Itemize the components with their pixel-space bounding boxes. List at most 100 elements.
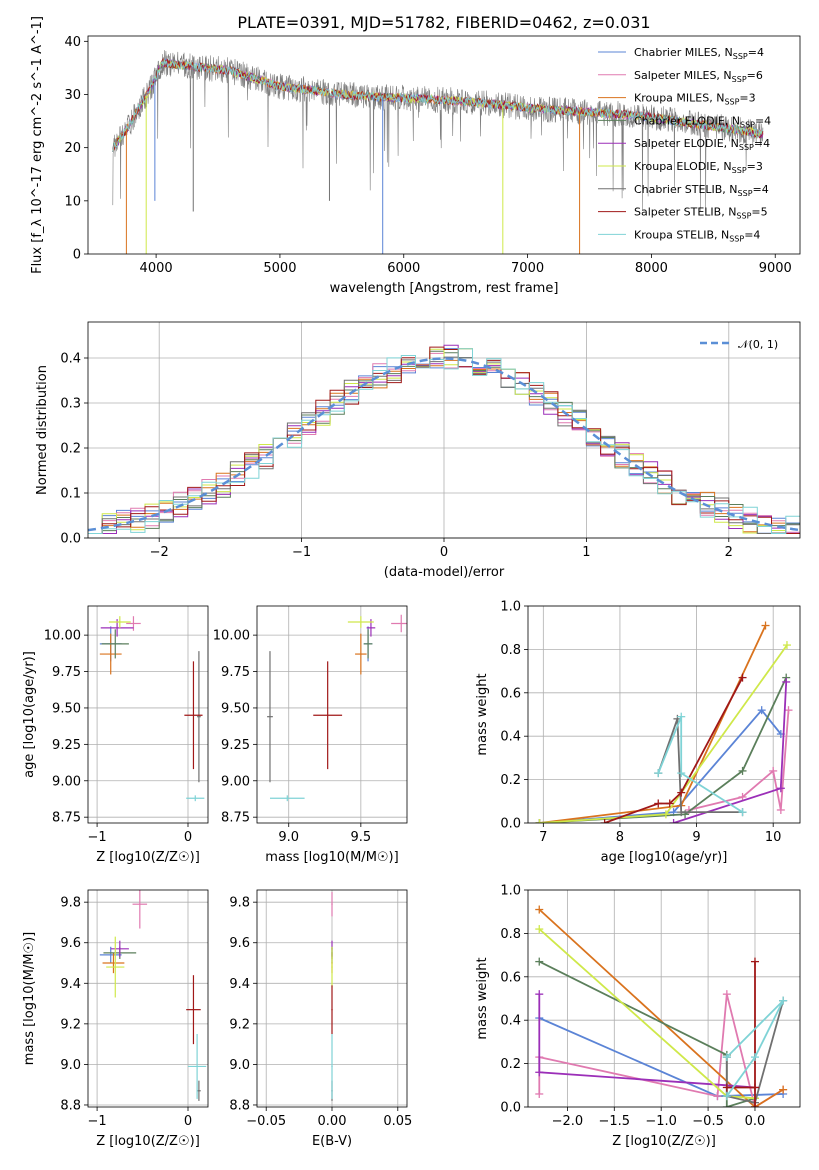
y-tick-label: 0.6 bbox=[500, 970, 521, 985]
y-tick-label: 9.4 bbox=[229, 977, 250, 992]
y-tick-label: 0.4 bbox=[60, 352, 81, 367]
x-tick-label: 5000 bbox=[263, 261, 296, 276]
x-axis-label: age [log10(age/yr)] bbox=[601, 850, 728, 865]
y-tick-label: 9.8 bbox=[60, 896, 81, 911]
y-tick-label: 1.0 bbox=[500, 600, 521, 615]
y-tick-label: 0.2 bbox=[500, 1057, 521, 1072]
normal-curve bbox=[88, 357, 800, 532]
x-tick-label: 0.00 bbox=[318, 1114, 347, 1129]
y-axis-label: age [log10(age/yr)] bbox=[22, 651, 37, 778]
y-tick-label: 30 bbox=[64, 88, 81, 103]
plot-area-age-vs-Z bbox=[99, 616, 205, 802]
y-tick-label: 0.0 bbox=[500, 817, 521, 832]
y-tick-label: 0.2 bbox=[60, 442, 81, 457]
axes-spectrum: 4000 5000 6000 7000 8000 9000 0 10 20 30 40 wavelen… bbox=[30, 16, 801, 296]
legend-label: Kroupa STELIB, NSSP=4 bbox=[634, 228, 760, 243]
axes-frame bbox=[527, 889, 801, 1108]
plot-area-mass-vs-Z bbox=[99, 890, 207, 1101]
legend-label: Chabrier ELODIE, NSSP=4 bbox=[634, 114, 771, 129]
x-axis-label: (data-model)/error bbox=[384, 565, 505, 580]
y-tick-label: 9.2 bbox=[60, 1017, 81, 1032]
plot-area-spectrum bbox=[112, 50, 764, 254]
y-tick-label: 20 bbox=[64, 141, 81, 156]
x-tick-label: 7000 bbox=[511, 261, 544, 276]
y-tick-label: 9.25 bbox=[221, 738, 250, 753]
x-tick-label: −1.5 bbox=[599, 1114, 631, 1129]
plot-area-weight-vs-Z bbox=[535, 905, 788, 1107]
axes-weight-vs-age: 7 8 9 10 0.0 0.2 0.4 0.6 0.8 1.0 age [log10(age/yr… bbox=[475, 600, 801, 865]
x-tick-label: 7 bbox=[539, 830, 547, 845]
axes-frame bbox=[527, 605, 801, 824]
weight-line bbox=[539, 625, 767, 823]
y-tick-label: 9.0 bbox=[60, 1058, 81, 1073]
x-tick-label: −2 bbox=[150, 545, 169, 560]
axes-frame bbox=[256, 889, 408, 1108]
histogram-step bbox=[88, 348, 800, 534]
plot-area-residuals bbox=[88, 344, 800, 534]
axes-mass-vs-Z: −1 0 8.8 9.0 9.2 9.4 9.6 9.8 Z [log10(Z/Z☉)] mass… bbox=[22, 889, 209, 1149]
spectrum-line bbox=[112, 50, 764, 212]
x-tick-label: 10 bbox=[765, 830, 782, 845]
y-tick-label: 10.00 bbox=[44, 629, 81, 644]
x-tick-label: −1 bbox=[292, 545, 311, 560]
y-tick-label: 9.0 bbox=[229, 1058, 250, 1073]
weight-line bbox=[539, 644, 788, 823]
y-tick-label: 0.4 bbox=[500, 1014, 521, 1029]
axes-frame bbox=[87, 889, 209, 1108]
plot-area-age-vs-mass bbox=[267, 614, 407, 802]
y-tick-label: 0.2 bbox=[500, 773, 521, 788]
axes-weight-vs-Z: −2.0 −1.5 −1.0 −0.5 0.0 0.0 0.2 0.4 0.6 0.8 1.0 Z [… bbox=[475, 884, 801, 1149]
y-tick-label: 0.3 bbox=[60, 397, 81, 412]
legend-label: Salpeter MILES, NSSP=6 bbox=[634, 69, 763, 84]
y-tick-label: 0 bbox=[73, 248, 81, 263]
y-tick-label: 0.8 bbox=[500, 643, 521, 658]
x-tick-label: 0.0 bbox=[745, 1114, 766, 1129]
spectrum-line bbox=[112, 60, 763, 152]
y-axis-label: Normed distribution bbox=[35, 365, 50, 495]
y-tick-label: 9.00 bbox=[221, 774, 250, 789]
spectrum-line bbox=[112, 57, 764, 152]
weight-line bbox=[726, 961, 756, 1107]
y-tick-label: 1.0 bbox=[500, 884, 521, 899]
x-tick-label: 0 bbox=[440, 545, 448, 560]
x-tick-label: −1.0 bbox=[645, 1114, 677, 1129]
x-tick-label: 6000 bbox=[387, 261, 420, 276]
x-tick-label: 8000 bbox=[635, 261, 668, 276]
x-tick-label: 9000 bbox=[759, 261, 792, 276]
y-tick-label: 0.0 bbox=[60, 532, 81, 547]
figure-title: PLATE=0391, MJD=51782, FIBERID=0462, z=0… bbox=[237, 13, 650, 32]
axes-mass-vs-ebv: −0.05 0.00 0.05 8.8 9.0 9.2 9.4 9.6 9.8 E(B-V) bbox=[229, 889, 412, 1149]
y-tick-label: 9.2 bbox=[229, 1017, 250, 1032]
x-tick-label: 0 bbox=[184, 1114, 192, 1129]
axes-frame bbox=[87, 35, 801, 255]
plot-area-mass-vs-ebv bbox=[331, 892, 333, 1101]
y-tick-label: 0.6 bbox=[500, 686, 521, 701]
x-tick-label: 9 bbox=[692, 830, 700, 845]
legend-label: Chabrier STELIB, NSSP=4 bbox=[634, 183, 769, 198]
y-tick-label: 0.8 bbox=[500, 927, 521, 942]
legend-label: Salpeter STELIB, NSSP=5 bbox=[634, 206, 768, 221]
legend-label: Salpeter ELODIE, NSSP=4 bbox=[634, 137, 770, 152]
x-tick-label: −0.05 bbox=[246, 1114, 286, 1129]
x-axis-label: Z [log10(Z/Z☉)] bbox=[612, 1134, 716, 1149]
plot-area-weight-vs-age bbox=[535, 621, 793, 823]
residual-legend: 𝒩(0, 1) bbox=[700, 338, 778, 351]
y-tick-label: 10 bbox=[64, 194, 81, 209]
x-tick-label: 1 bbox=[582, 545, 590, 560]
x-tick-label: 9.0 bbox=[278, 830, 299, 845]
x-tick-label: 4000 bbox=[140, 261, 173, 276]
y-tick-label: 8.8 bbox=[229, 1098, 250, 1113]
y-axis-label: mass [log10(M/M☉)] bbox=[22, 932, 37, 1065]
x-axis-label: Z [log10(Z/Z☉)] bbox=[96, 1134, 200, 1149]
y-tick-label: 8.8 bbox=[60, 1098, 81, 1113]
x-axis-label: mass [log10(M/M☉)] bbox=[265, 850, 398, 865]
x-tick-label: 8 bbox=[616, 830, 624, 845]
weight-line bbox=[657, 718, 743, 813]
x-axis-label: E(B-V) bbox=[312, 1134, 352, 1149]
x-axis-label: wavelength [Angstrom, rest frame] bbox=[330, 281, 559, 296]
y-tick-label: 9.8 bbox=[229, 896, 250, 911]
weight-line bbox=[538, 928, 756, 1100]
x-tick-label: 9.5 bbox=[351, 830, 372, 845]
legend-label: 𝒩(0, 1) bbox=[738, 338, 778, 351]
